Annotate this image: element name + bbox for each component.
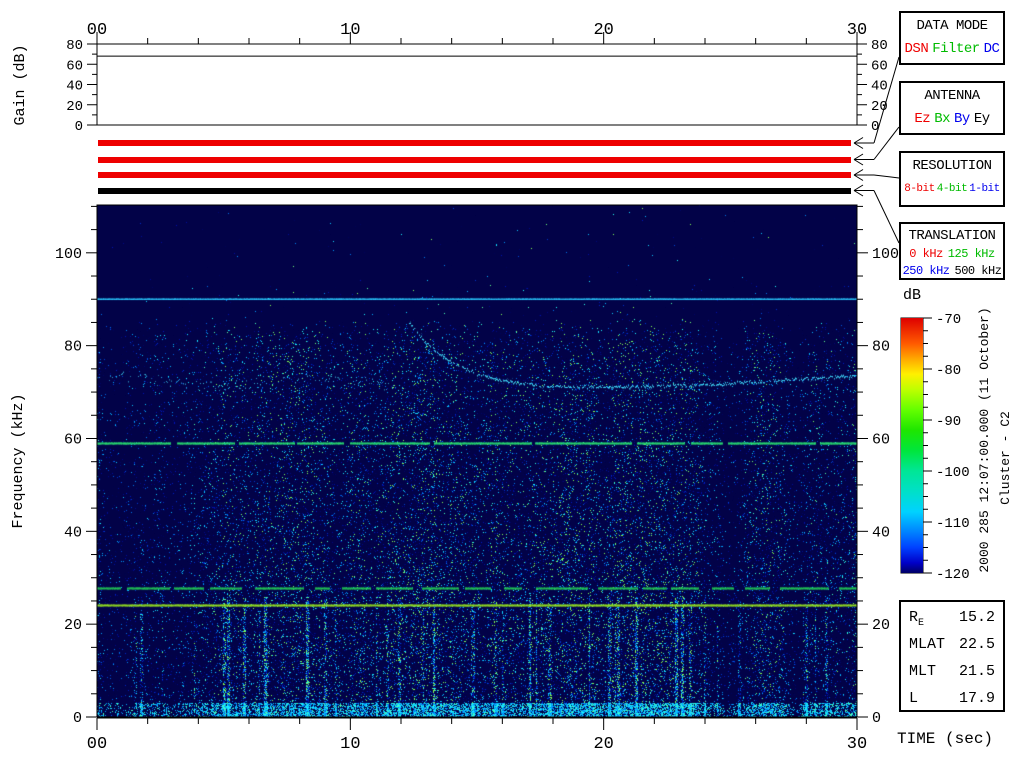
svg-text:40: 40 [872,524,890,541]
svg-text:60: 60 [872,431,890,448]
status-bar-resolution [98,172,851,178]
option-by: By [954,111,970,127]
svg-text:60: 60 [64,431,82,448]
svg-text:0: 0 [73,710,82,727]
svg-text:40: 40 [64,524,82,541]
svg-text:100: 100 [872,246,899,263]
time-axis-title: TIME (sec) [897,730,994,748]
translation-panel: TRANSLATION 0 kHz 125 kHz 250 kHz 500 kH… [899,222,1005,280]
option-250khz: 250 kHz [902,264,950,278]
svg-text:-100: -100 [936,465,970,481]
ephemeris-row-mlat: MLAT 22.5 [901,636,1003,656]
option-ey: Ey [973,111,990,127]
option-125khz: 125 kHz [947,247,995,261]
svg-text:30: 30 [847,735,867,754]
svg-text:10: 10 [340,735,360,754]
option-8bit: 8-bit [904,183,935,195]
timestamp-label: 2000 285 12:07:00.000 (11 October) [977,307,992,573]
option-dc: DC [983,41,1000,57]
option-500khz: 500 kHz [954,264,1002,278]
frequency-axis-title: Frequency (kHz) [10,393,27,529]
mlat-label: MLAT [909,636,946,653]
option-dsn: DSN [904,41,929,57]
mlt-value: 21.5 [958,663,995,680]
svg-text:30: 30 [847,21,867,40]
svg-text:-90: -90 [936,414,961,430]
ephemeris-row-l: L 17.9 [901,690,1003,710]
svg-text:60: 60 [66,58,83,74]
resolution-panel: RESOLUTION 8-bit 4-bit 1-bit [899,151,1005,207]
ephemeris-panel: RE 15.2 MLAT 22.5 MLT 21.5 L 17.9 [899,600,1005,712]
svg-text:-110: -110 [936,516,970,532]
translation-title: TRANSLATION [908,228,996,244]
svg-text:-120: -120 [936,567,970,583]
svg-text:80: 80 [66,38,83,54]
antenna-title: ANTENNA [924,88,980,104]
ephemeris-row-mlt: MLT 21.5 [901,663,1003,683]
ephemeris-row-re: RE 15.2 [901,609,1003,629]
status-bar-antenna [98,156,851,163]
svg-text:0: 0 [75,119,83,135]
svg-text:80: 80 [871,38,888,54]
svg-text:20: 20 [593,21,613,40]
spacecraft-label: Cluster - C2 [998,411,1013,505]
svg-text:20: 20 [593,735,613,754]
option-ez: Ez [914,111,931,127]
status-bar-translation [98,187,851,194]
option-filter: Filter [932,41,980,57]
colorbar [901,318,923,573]
svg-text:20: 20 [66,99,83,115]
l-value: 17.9 [958,690,995,707]
svg-text:-70: -70 [936,312,961,328]
svg-text:60: 60 [871,58,888,74]
re-value: 15.2 [958,609,995,626]
svg-text:40: 40 [871,79,888,95]
l-label: L [909,690,919,707]
data-mode-title: DATA MODE [916,18,988,34]
svg-text:80: 80 [64,339,82,356]
svg-text:80: 80 [872,339,890,356]
svg-text:-80: -80 [936,363,961,379]
option-4bit: 4-bit [936,183,968,195]
option-0khz: 0 kHz [909,247,943,261]
svg-text:100: 100 [55,246,82,263]
svg-text:00: 00 [87,735,107,754]
svg-text:00: 00 [87,21,107,40]
mlat-value: 22.5 [958,636,995,653]
resolution-title: RESOLUTION [912,158,992,174]
status-bar-data-mode [98,140,851,146]
antenna-panel: ANTENNA Ez Bx By Ey [899,81,1005,135]
option-bx: Bx [934,111,950,127]
svg-text:0: 0 [872,710,881,727]
option-1bit: 1-bit [969,183,1000,195]
svg-text:20: 20 [872,617,890,634]
data-mode-panel: DATA MODE DSN Filter DC [899,11,1005,65]
svg-text:40: 40 [66,79,83,95]
mlt-label: MLT [909,663,937,680]
colorbar-units-label: dB [903,287,922,304]
svg-text:10: 10 [340,21,360,40]
svg-text:20: 20 [64,617,82,634]
spectrogram-plot [97,205,857,717]
re-label: RE [909,609,925,629]
svg-text:20: 20 [871,99,888,115]
gain-axis-title: Gain (dB) [12,44,29,126]
svg-text:0: 0 [871,119,879,135]
